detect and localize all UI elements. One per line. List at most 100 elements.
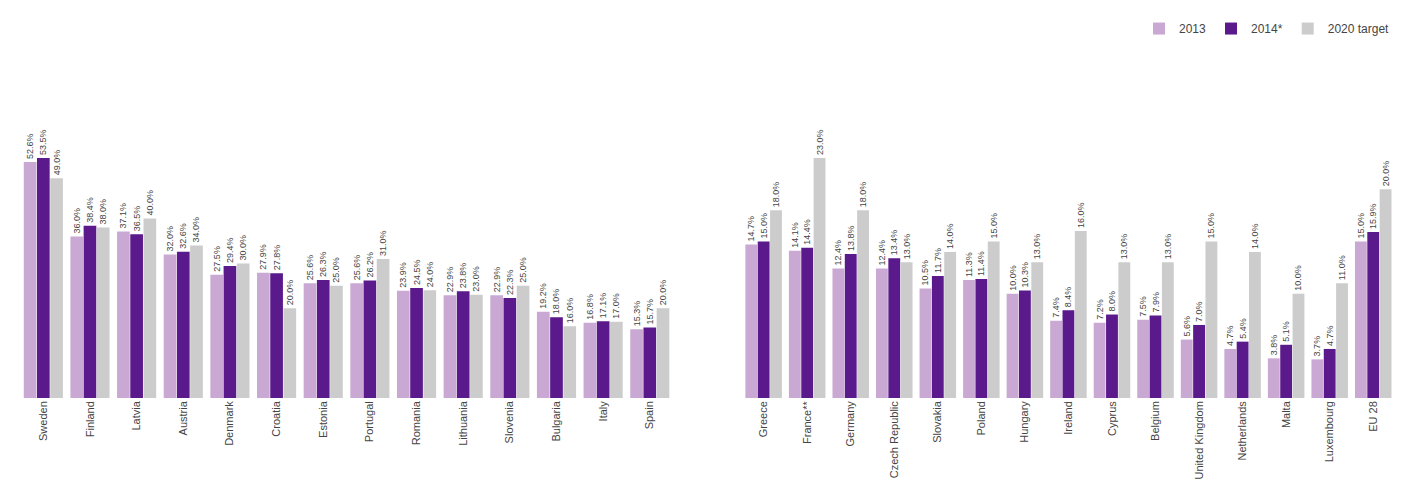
svg-text:14.4%: 14.4% — [802, 219, 812, 245]
svg-text:Cyprus: Cyprus — [1106, 401, 1118, 436]
svg-text:40.0%: 40.0% — [145, 190, 155, 216]
svg-text:24.5%: 24.5% — [412, 260, 422, 286]
svg-text:18.0%: 18.0% — [771, 182, 781, 208]
svg-text:15.0%: 15.0% — [1206, 213, 1216, 239]
svg-text:France**: France** — [801, 400, 813, 444]
svg-text:49.0%: 49.0% — [52, 150, 62, 176]
svg-text:12.4%: 12.4% — [877, 240, 887, 266]
svg-text:Slovenia: Slovenia — [503, 400, 515, 443]
svg-text:Bulgaria: Bulgaria — [550, 400, 562, 441]
svg-text:36.0%: 36.0% — [72, 208, 82, 234]
svg-text:15.0%: 15.0% — [759, 213, 769, 239]
svg-text:Luxembourg: Luxembourg — [1323, 401, 1335, 462]
svg-text:16.0%: 16.0% — [565, 298, 575, 324]
svg-text:22.3%: 22.3% — [505, 269, 515, 295]
svg-text:12.4%: 12.4% — [833, 240, 843, 266]
svg-text:10.5%: 10.5% — [920, 260, 930, 286]
svg-text:Romania: Romania — [410, 400, 422, 445]
svg-text:14.1%: 14.1% — [790, 222, 800, 248]
svg-text:Poland: Poland — [975, 401, 987, 435]
svg-text:5.4%: 5.4% — [1238, 318, 1248, 339]
svg-text:27.9%: 27.9% — [258, 244, 268, 270]
svg-text:14.0%: 14.0% — [945, 223, 955, 249]
svg-text:11.4%: 11.4% — [976, 251, 986, 276]
svg-text:20.0%: 20.0% — [658, 280, 668, 306]
svg-text:24.0%: 24.0% — [425, 262, 435, 288]
svg-text:Spain: Spain — [643, 401, 655, 429]
svg-text:Ireland: Ireland — [1062, 401, 1074, 435]
svg-text:19.2%: 19.2% — [538, 283, 548, 309]
svg-text:3.7%: 3.7% — [1312, 336, 1322, 357]
svg-text:23.9%: 23.9% — [398, 262, 408, 288]
svg-text:22.9%: 22.9% — [445, 267, 455, 293]
svg-text:2014*: 2014* — [1251, 22, 1283, 36]
svg-text:15.0%: 15.0% — [1356, 213, 1366, 239]
svg-text:13.4%: 13.4% — [889, 230, 899, 256]
svg-text:16.0%: 16.0% — [1076, 203, 1086, 229]
svg-text:3.8%: 3.8% — [1269, 335, 1279, 356]
svg-text:52.6%: 52.6% — [25, 134, 35, 160]
svg-text:14.0%: 14.0% — [1250, 223, 1260, 249]
svg-text:EU 28: EU 28 — [1367, 401, 1379, 432]
svg-text:25.6%: 25.6% — [352, 255, 362, 281]
svg-text:18.0%: 18.0% — [858, 182, 868, 208]
svg-text:10.0%: 10.0% — [1293, 265, 1303, 291]
svg-text:Belgium: Belgium — [1149, 401, 1161, 441]
svg-text:7.4%: 7.4% — [1051, 297, 1061, 318]
svg-text:Italy: Italy — [597, 401, 609, 422]
svg-text:17.1%: 17.1% — [598, 293, 608, 319]
svg-text:Sweden: Sweden — [37, 401, 49, 441]
svg-text:38.0%: 38.0% — [98, 199, 108, 225]
svg-text:32.6%: 32.6% — [178, 223, 188, 249]
svg-text:23.8%: 23.8% — [458, 263, 468, 289]
svg-text:26.2%: 26.2% — [365, 252, 375, 278]
svg-text:22.9%: 22.9% — [492, 267, 502, 293]
svg-text:Czech Republic: Czech Republic — [888, 401, 900, 479]
svg-text:United Kingdom: United Kingdom — [1193, 401, 1205, 479]
svg-text:Malta: Malta — [1280, 400, 1292, 428]
svg-text:4.7%: 4.7% — [1325, 325, 1335, 346]
svg-text:10.3%: 10.3% — [1020, 262, 1030, 288]
svg-text:7.9%: 7.9% — [1151, 292, 1161, 313]
svg-text:38.4%: 38.4% — [85, 197, 95, 223]
svg-text:Denmark: Denmark — [224, 401, 236, 446]
svg-text:15.9%: 15.9% — [1368, 204, 1378, 230]
svg-text:7.2%: 7.2% — [1095, 299, 1105, 320]
svg-text:31.0%: 31.0% — [378, 230, 388, 256]
svg-text:34.0%: 34.0% — [191, 217, 201, 243]
svg-text:Lithuania: Lithuania — [457, 400, 469, 446]
svg-text:Estonia: Estonia — [317, 400, 329, 438]
svg-text:11.0%: 11.0% — [1337, 255, 1347, 280]
svg-text:13.0%: 13.0% — [902, 234, 912, 260]
svg-text:Croatia: Croatia — [270, 400, 282, 436]
svg-text:7.5%: 7.5% — [1138, 296, 1148, 317]
svg-text:11.3%: 11.3% — [964, 252, 974, 277]
svg-text:13.0%: 13.0% — [1032, 234, 1042, 260]
svg-text:25.6%: 25.6% — [305, 255, 315, 281]
svg-text:53.5%: 53.5% — [38, 129, 48, 155]
svg-text:Netherlands: Netherlands — [1236, 401, 1248, 461]
svg-text:Germany: Germany — [844, 401, 856, 447]
svg-text:37.1%: 37.1% — [118, 203, 128, 229]
svg-text:13.0%: 13.0% — [1163, 234, 1173, 260]
svg-text:Greece: Greece — [757, 401, 769, 437]
svg-text:32.0%: 32.0% — [165, 226, 175, 252]
svg-text:27.8%: 27.8% — [272, 245, 282, 271]
svg-text:15.3%: 15.3% — [632, 301, 642, 327]
svg-text:13.8%: 13.8% — [846, 225, 856, 251]
svg-text:25.0%: 25.0% — [518, 257, 528, 283]
svg-text:Hungary: Hungary — [1018, 401, 1030, 443]
svg-text:10.0%: 10.0% — [1008, 265, 1018, 291]
svg-text:18.0%: 18.0% — [551, 289, 561, 315]
svg-text:8.0%: 8.0% — [1107, 291, 1117, 312]
svg-text:2013: 2013 — [1179, 22, 1206, 36]
svg-text:15.7%: 15.7% — [645, 299, 655, 325]
svg-text:17.0%: 17.0% — [611, 293, 621, 319]
svg-text:20.0%: 20.0% — [1381, 161, 1391, 187]
svg-text:8.4%: 8.4% — [1063, 287, 1073, 308]
svg-text:5.1%: 5.1% — [1281, 321, 1291, 342]
svg-text:23.0%: 23.0% — [815, 129, 825, 155]
svg-text:25.0%: 25.0% — [331, 257, 341, 283]
svg-text:30.0%: 30.0% — [238, 235, 248, 261]
svg-text:23.0%: 23.0% — [471, 266, 481, 292]
